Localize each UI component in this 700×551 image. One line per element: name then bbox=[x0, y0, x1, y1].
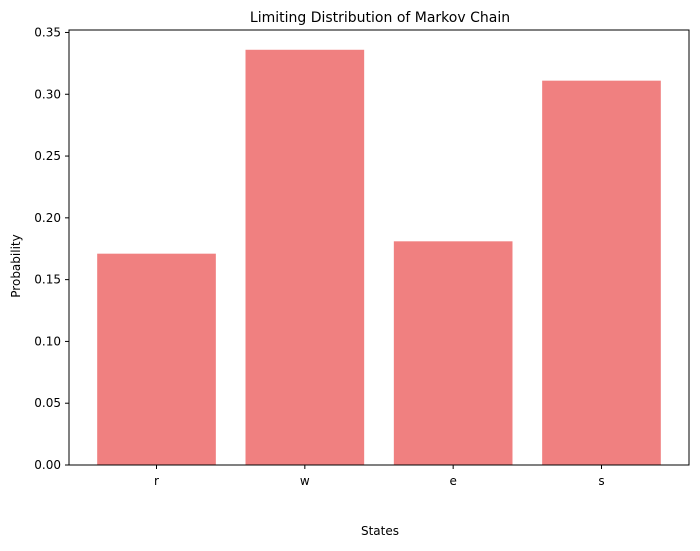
x-tick-label: e bbox=[449, 474, 456, 488]
bars-layer bbox=[97, 49, 661, 466]
plot-frame bbox=[68, 29, 690, 466]
y-tick-label: 0.00 bbox=[34, 458, 61, 472]
y-tick-label: 0.20 bbox=[34, 211, 61, 225]
x-tick-label: r bbox=[154, 474, 159, 488]
x-tick-label: w bbox=[300, 474, 310, 488]
x-axis-label: States bbox=[361, 524, 399, 538]
bar-w bbox=[245, 49, 365, 465]
y-tick-label: 0.35 bbox=[34, 25, 61, 39]
y-axis: 0.00 0.05 0.10 0.15 0.20 0.25 0.30 0.35 bbox=[34, 25, 69, 472]
y-axis-label: Probability bbox=[9, 234, 23, 297]
bar-e bbox=[393, 241, 513, 465]
bar-s bbox=[542, 80, 661, 466]
y-tick-label: 0.15 bbox=[34, 273, 61, 287]
x-tick-label: s bbox=[598, 474, 604, 488]
bar-r bbox=[97, 253, 216, 465]
chart-title: Limiting Distribution of Markov Chain bbox=[250, 10, 510, 26]
y-tick-label: 0.30 bbox=[34, 87, 61, 101]
y-tick-label: 0.10 bbox=[34, 334, 61, 348]
y-tick-label: 0.05 bbox=[34, 396, 61, 410]
y-tick-label: 0.25 bbox=[34, 149, 61, 163]
